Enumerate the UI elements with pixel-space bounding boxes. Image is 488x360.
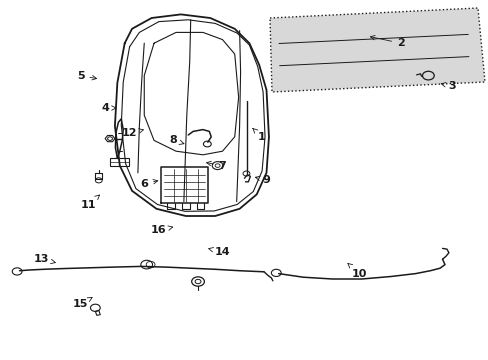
Text: 5: 5	[77, 71, 97, 81]
Text: 15: 15	[73, 297, 92, 309]
Text: 16: 16	[151, 225, 172, 235]
Text: 3: 3	[440, 81, 455, 91]
Text: 1: 1	[252, 129, 265, 142]
Polygon shape	[269, 8, 484, 92]
Text: 12: 12	[122, 128, 143, 138]
Text: 4: 4	[101, 103, 116, 113]
Text: 14: 14	[208, 247, 230, 257]
Text: 6: 6	[140, 179, 158, 189]
Text: 2: 2	[369, 36, 404, 48]
Text: 7: 7	[206, 161, 226, 171]
Text: 10: 10	[347, 264, 366, 279]
Text: 8: 8	[169, 135, 183, 145]
Text: 13: 13	[34, 254, 55, 264]
Text: 11: 11	[80, 195, 100, 210]
Text: 9: 9	[255, 175, 270, 185]
